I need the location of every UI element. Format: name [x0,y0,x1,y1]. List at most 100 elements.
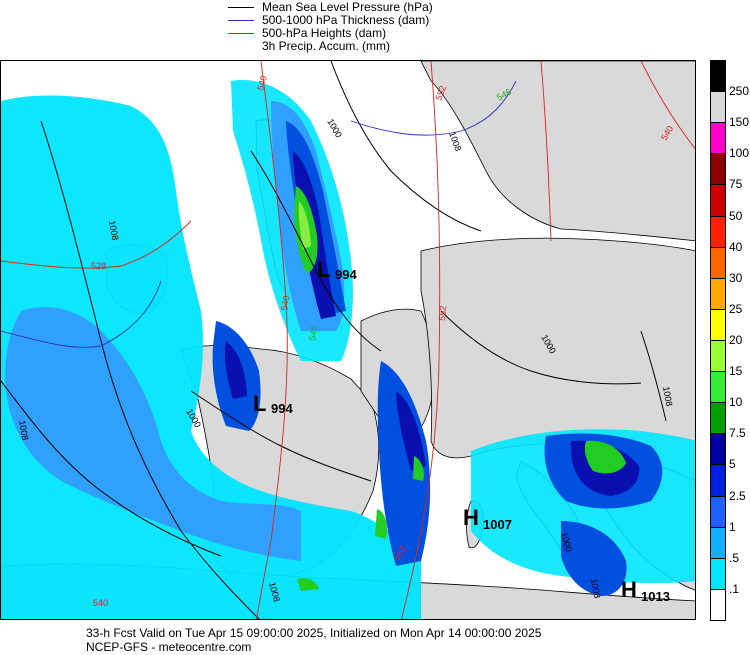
precip-colorbar: 250 150 100 75 50 40 30 25 20 15 10 7.5 5 2.5 1 .5 .1 [710,60,750,621]
low-pressure-value: 994 [335,267,357,282]
weather-map[interactable]: L 994 L 994 H 1007 H 1013 1008 1000 1000… [0,60,696,620]
colorbar-swatch [710,91,726,124]
height-label: 540 [279,295,291,312]
precip-lightgreen-uk [298,201,311,249]
height-label: 552 [433,84,448,102]
colorbar-swatch [710,557,726,590]
low-symbol: L [253,391,266,416]
colorbar-label: .1 [729,581,740,596]
precip-green-biscay [413,456,424,481]
isobar-west [40,120,260,619]
high-symbol: H [463,505,479,530]
height-552b [540,61,552,242]
precip-mid-west [5,307,301,561]
colorbar-label: 40 [729,239,743,254]
high-center-south: H 1013 [621,577,670,604]
colorbar-swatch [710,526,726,559]
colorbar-label: 2.5 [729,488,746,503]
legend-label-precip: 3h Precip. Accum. (mm) [262,39,391,53]
colorbar-swatch [710,215,726,248]
colorbar-swatch [710,277,726,310]
isobar-label: 1008 [589,578,602,599]
colorbar-label: 250 [729,84,750,99]
precip-green-algeria [297,578,319,591]
isobar-atlantic [1,380,222,557]
precip-green-iberia [375,509,387,539]
height-label: 540 [255,74,269,91]
height-540 [255,61,288,619]
precip-dark-iberia [224,341,247,399]
colorbar-label: 20 [729,333,743,347]
low-center-uk: L 994 [317,257,357,282]
precip-blue-south-italy [561,521,627,596]
colorbar-label: 30 [729,270,743,285]
legend-item-thickness: 500-1000 hPa Thickness (dam) [228,14,429,26]
height-540b [640,61,695,150]
height-labels: 528 540 540 552 552 552 540 540 [91,74,675,608]
colorbar-swatch [710,122,726,155]
colorbar-label: 25 [729,301,743,316]
colorbar-swatch [710,308,726,341]
colorbar-label: 10 [729,395,743,410]
legend-label-thickness: 500-1000 hPa Thickness (dam) [262,13,430,27]
isobar-label: 1008 [661,386,674,407]
scandinavia-land [420,61,695,242]
high-pressure-value: 1013 [641,589,670,604]
thickness-contours [1,80,517,348]
low-symbol: L [317,257,330,282]
colorbar-label: 5 [729,457,736,472]
colorbar-label: .5 [729,550,740,565]
low-center-iberia: L 994 [253,391,293,416]
colorbar-label: 15 [729,364,743,379]
colorbar-swatch [710,340,726,373]
precip-green-italy [584,440,626,474]
thickness-label: 546 [307,325,319,342]
colorbar-swatch [710,464,726,497]
colorbar-swatch [710,60,726,93]
height-552 [401,61,441,619]
height-contours [1,61,695,619]
isobar-central [440,310,642,385]
colorbar-label: 1 [729,519,736,534]
isobar-east [640,330,667,422]
colorbar-label: 100 [729,146,750,161]
colorbar-label: 150 [729,115,750,130]
colorbar-swatch [710,246,726,279]
pressure-centers: L 994 L 994 H 1007 H 1013 [253,257,670,604]
high-center-west-med: H 1007 [463,505,512,532]
thickness-west [1,280,162,348]
colorbar-swatch [710,153,726,186]
precip-dark-biscay [396,391,426,471]
isobar-uk-low [250,150,382,352]
height-label: 552 [437,305,448,321]
mslp-line-swatch [228,6,254,8]
colorbar-swatch [710,371,726,404]
height-528 [1,220,192,269]
colorbar-swatch [710,184,726,217]
colorbar-swatch [710,433,726,466]
high-symbol: H [621,577,637,602]
high-pressure-value: 1007 [483,517,512,532]
legend-item-heights: 500-hPa Heights (dam) [228,27,386,39]
colorbar-label: 7.5 [729,426,746,441]
legend-item-precip: 3h Precip. Accum. (mm) [228,40,390,52]
colorbar-label: 50 [729,208,743,223]
colorbar-swatch [710,402,726,435]
colorbar-swatch [710,588,726,621]
mslp-isobars [1,61,667,619]
thickness-line-swatch [228,19,254,21]
thickness-north [350,80,517,136]
isobar-label: 1008 [17,420,30,441]
precipitation-field [1,80,695,619]
precip-blue-biscay [377,361,431,566]
isobar-label: 1008 [107,220,120,241]
forecast-valid-text: 33-h Fcst Valid on Tue Apr 15 09:00:00 2… [86,626,542,640]
isobar-biscay [190,390,372,482]
legend-label-mslp: Mean Sea Level Pressure (hPa) [262,0,433,14]
low-pressure-value: 994 [271,401,293,416]
heights-line-swatch [228,32,254,34]
map-canvas: L 994 L 994 H 1007 H 1013 1008 1000 1000… [1,61,695,619]
colorbar-swatch [710,495,726,528]
height-label: 540 [93,598,108,608]
colorbar-label: 75 [729,177,743,192]
